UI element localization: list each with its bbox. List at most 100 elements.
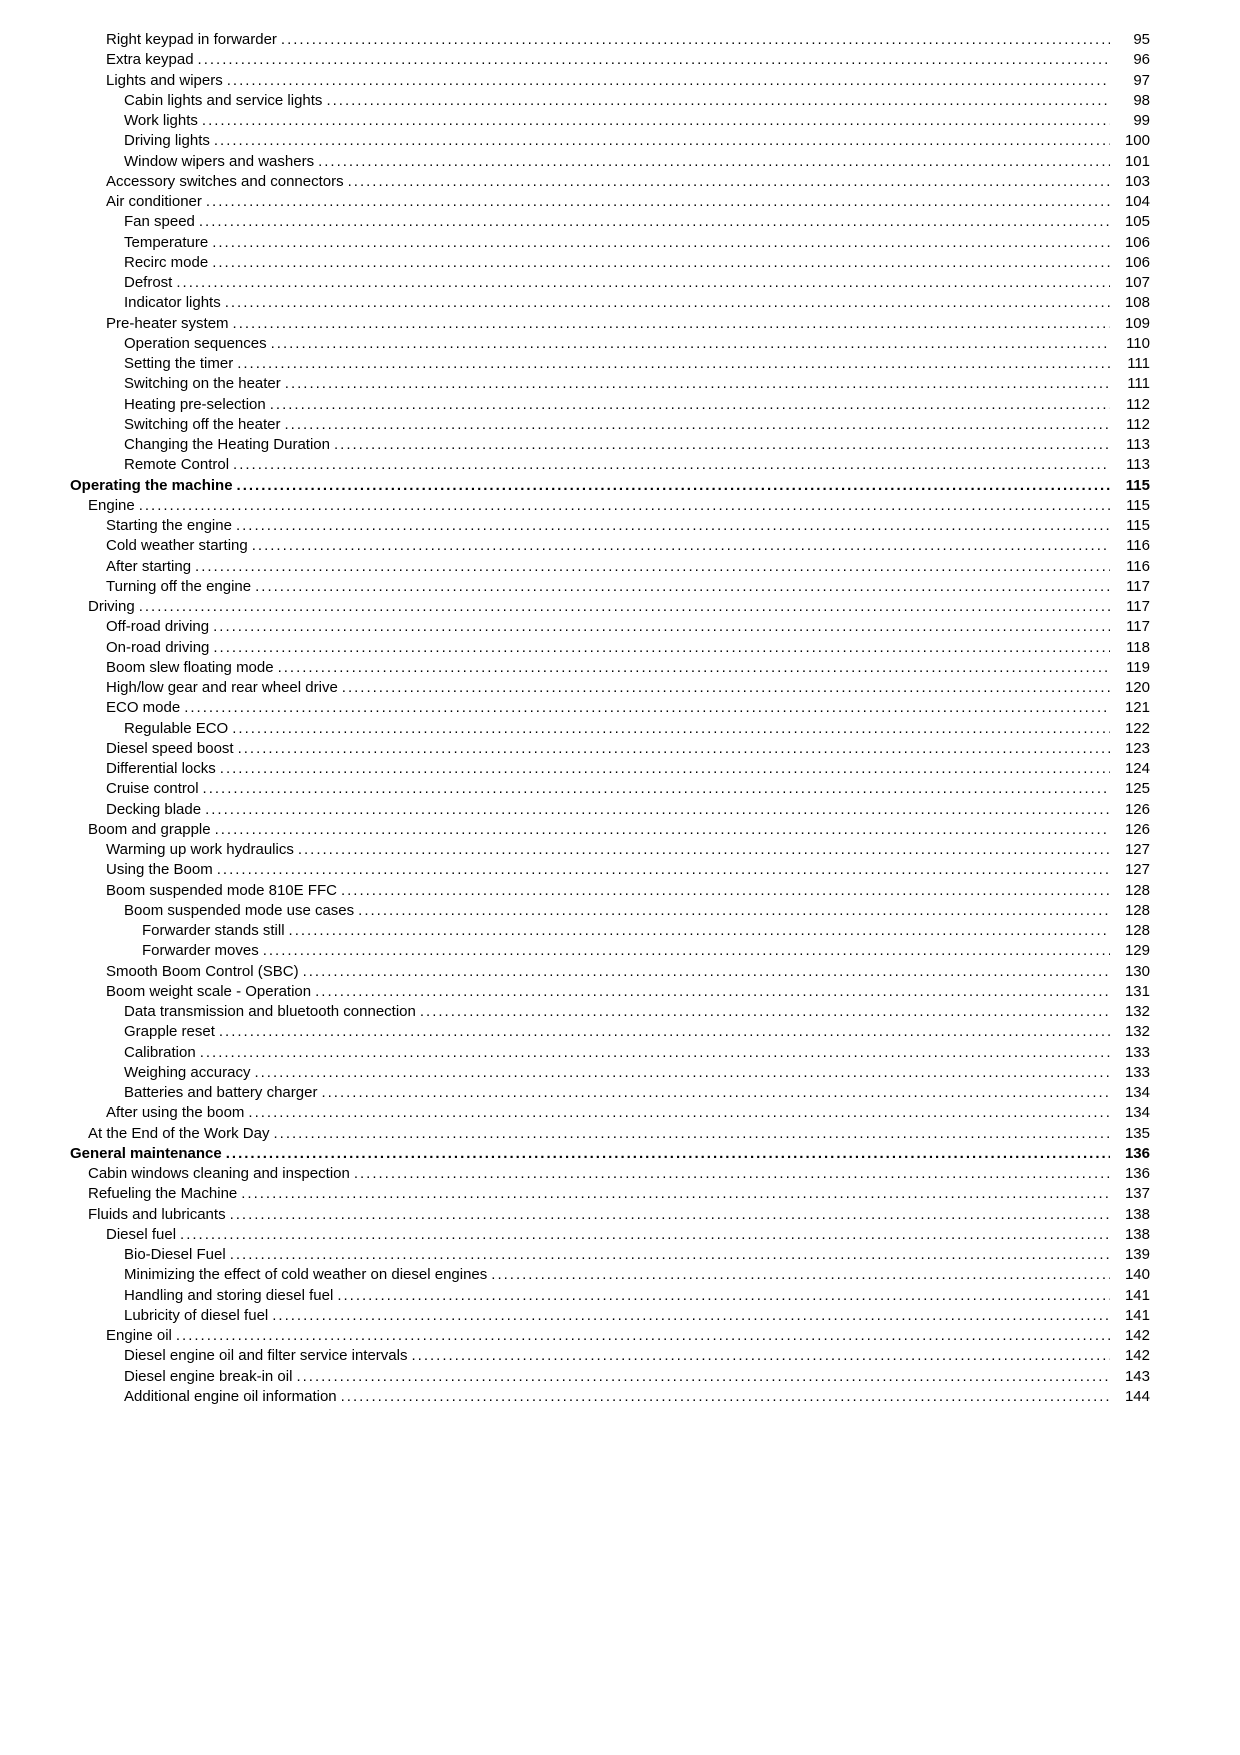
toc-entry-page: 111 — [1110, 354, 1150, 374]
toc-entry-page: 142 — [1110, 1346, 1150, 1366]
toc-entry-page: 139 — [1110, 1245, 1150, 1265]
toc-entry[interactable]: At the End of the Work Day135 — [70, 1124, 1150, 1144]
toc-entry-label: Fluids and lubricants — [88, 1205, 230, 1225]
toc-entry[interactable]: Diesel fuel138 — [70, 1225, 1150, 1245]
toc-entry[interactable]: Fan speed105 — [70, 212, 1150, 232]
toc-entry[interactable]: Cruise control125 — [70, 779, 1150, 799]
toc-entry[interactable]: Boom suspended mode 810E FFC128 — [70, 881, 1150, 901]
toc-entry[interactable]: Cabin lights and service lights98 — [70, 91, 1150, 111]
toc-entry-label: Boom slew floating mode — [106, 658, 278, 678]
toc-entry[interactable]: Lubricity of diesel fuel141 — [70, 1306, 1150, 1326]
toc-entry[interactable]: Additional engine oil information144 — [70, 1387, 1150, 1407]
toc-entry[interactable]: High/low gear and rear wheel drive120 — [70, 678, 1150, 698]
toc-entry-page: 105 — [1110, 212, 1150, 232]
toc-leader-dots — [139, 496, 1110, 516]
toc-entry[interactable]: Diesel engine oil and filter service int… — [70, 1346, 1150, 1366]
toc-entry[interactable]: Window wipers and washers101 — [70, 152, 1150, 172]
toc-entry[interactable]: Calibration133 — [70, 1043, 1150, 1063]
toc-entry[interactable]: General maintenance136 — [70, 1144, 1150, 1164]
toc-entry[interactable]: Changing the Heating Duration113 — [70, 435, 1150, 455]
toc-leader-dots — [176, 273, 1110, 293]
toc-entry-label: Diesel engine break-in oil — [124, 1367, 296, 1387]
toc-entry[interactable]: Forwarder moves129 — [70, 941, 1150, 961]
toc-entry[interactable]: Weighing accuracy133 — [70, 1063, 1150, 1083]
toc-entry[interactable]: Batteries and battery charger134 — [70, 1083, 1150, 1103]
toc-entry[interactable]: Engine115 — [70, 496, 1150, 516]
toc-entry[interactable]: Switching on the heater111 — [70, 374, 1150, 394]
toc-entry[interactable]: Operation sequences110 — [70, 334, 1150, 354]
toc-entry[interactable]: Boom weight scale - Operation131 — [70, 982, 1150, 1002]
toc-entry-label: Warming up work hydraulics — [106, 840, 298, 860]
toc-entry[interactable]: Setting the timer111 — [70, 354, 1150, 374]
toc-leader-dots — [199, 212, 1110, 232]
toc-entry[interactable]: Defrost107 — [70, 273, 1150, 293]
toc-entry[interactable]: After starting116 — [70, 557, 1150, 577]
toc-entry[interactable]: Cabin windows cleaning and inspection136 — [70, 1164, 1150, 1184]
toc-entry[interactable]: Cold weather starting116 — [70, 536, 1150, 556]
toc-entry[interactable]: Starting the engine115 — [70, 516, 1150, 536]
toc-entry[interactable]: Smooth Boom Control (SBC)130 — [70, 962, 1150, 982]
toc-entry[interactable]: Grapple reset132 — [70, 1022, 1150, 1042]
toc-entry-label: Recirc mode — [124, 253, 212, 273]
toc-entry[interactable]: Off-road driving117 — [70, 617, 1150, 637]
toc-entry[interactable]: On-road driving118 — [70, 638, 1150, 658]
toc-leader-dots — [420, 1002, 1110, 1022]
toc-entry[interactable]: Handling and storing diesel fuel141 — [70, 1286, 1150, 1306]
toc-entry[interactable]: Forwarder stands still128 — [70, 921, 1150, 941]
toc-entry-page: 141 — [1110, 1286, 1150, 1306]
toc-entry[interactable]: After using the boom134 — [70, 1103, 1150, 1123]
toc-entry[interactable]: Lights and wipers97 — [70, 71, 1150, 91]
toc-entry[interactable]: Accessory switches and connectors103 — [70, 172, 1150, 192]
toc-entry-label: Starting the engine — [106, 516, 236, 536]
toc-entry-label: Changing the Heating Duration — [124, 435, 334, 455]
toc-entry[interactable]: Extra keypad96 — [70, 50, 1150, 70]
toc-entry-label: Switching off the heater — [124, 415, 285, 435]
toc-entry[interactable]: Engine oil142 — [70, 1326, 1150, 1346]
toc-entry-page: 136 — [1110, 1144, 1150, 1164]
toc-entry[interactable]: Bio-Diesel Fuel 139 — [70, 1245, 1150, 1265]
toc-entry[interactable]: Regulable ECO122 — [70, 719, 1150, 739]
toc-entry[interactable]: Remote Control113 — [70, 455, 1150, 475]
toc-entry[interactable]: Boom suspended mode use cases128 — [70, 901, 1150, 921]
toc-entry[interactable]: Refueling the Machine137 — [70, 1184, 1150, 1204]
toc-leader-dots — [298, 840, 1110, 860]
toc-entry[interactable]: Turning off the engine117 — [70, 577, 1150, 597]
toc-entry[interactable]: ECO mode121 — [70, 698, 1150, 718]
toc-entry[interactable]: Boom and grapple126 — [70, 820, 1150, 840]
toc-leader-dots — [205, 800, 1110, 820]
toc-entry[interactable]: Differential locks124 — [70, 759, 1150, 779]
toc-entry[interactable]: Decking blade126 — [70, 800, 1150, 820]
toc-entry[interactable]: Driving117 — [70, 597, 1150, 617]
toc-entry[interactable]: Recirc mode106 — [70, 253, 1150, 273]
toc-entry[interactable]: Using the Boom127 — [70, 860, 1150, 880]
toc-entry[interactable]: Right keypad in forwarder95 — [70, 30, 1150, 50]
toc-entry-page: 131 — [1110, 982, 1150, 1002]
toc-entry[interactable]: Fluids and lubricants138 — [70, 1205, 1150, 1225]
toc-entry-page: 115 — [1110, 476, 1150, 496]
toc-entry[interactable]: Switching off the heater112 — [70, 415, 1150, 435]
toc-leader-dots — [289, 921, 1110, 941]
toc-entry[interactable]: Heating pre-selection112 — [70, 395, 1150, 415]
toc-entry[interactable]: Work lights99 — [70, 111, 1150, 131]
toc-leader-dots — [233, 314, 1110, 334]
toc-entry[interactable]: Temperature106 — [70, 233, 1150, 253]
toc-entry-page: 128 — [1110, 921, 1150, 941]
toc-leader-dots — [176, 1326, 1110, 1346]
toc-entry-label: Bio-Diesel Fuel — [124, 1245, 230, 1265]
toc-entry[interactable]: Minimizing the effect of cold weather on… — [70, 1265, 1150, 1285]
toc-entry[interactable]: Diesel engine break-in oil143 — [70, 1367, 1150, 1387]
toc-entry-page: 123 — [1110, 739, 1150, 759]
toc-entry[interactable]: Operating the machine115 — [70, 476, 1150, 496]
toc-entry[interactable]: Warming up work hydraulics127 — [70, 840, 1150, 860]
toc-leader-dots — [270, 395, 1110, 415]
toc-entry[interactable]: Driving lights100 — [70, 131, 1150, 151]
toc-entry[interactable]: Pre-heater system109 — [70, 314, 1150, 334]
toc-entry[interactable]: Indicator lights108 — [70, 293, 1150, 313]
toc-entry[interactable]: Data transmission and bluetooth connecti… — [70, 1002, 1150, 1022]
toc-entry[interactable]: Diesel speed boost123 — [70, 739, 1150, 759]
toc-entry-page: 126 — [1110, 820, 1150, 840]
toc-entry[interactable]: Boom slew floating mode119 — [70, 658, 1150, 678]
toc-entry-label: ECO mode — [106, 698, 184, 718]
toc-entry[interactable]: Air conditioner104 — [70, 192, 1150, 212]
toc-entry-label: Batteries and battery charger — [124, 1083, 321, 1103]
